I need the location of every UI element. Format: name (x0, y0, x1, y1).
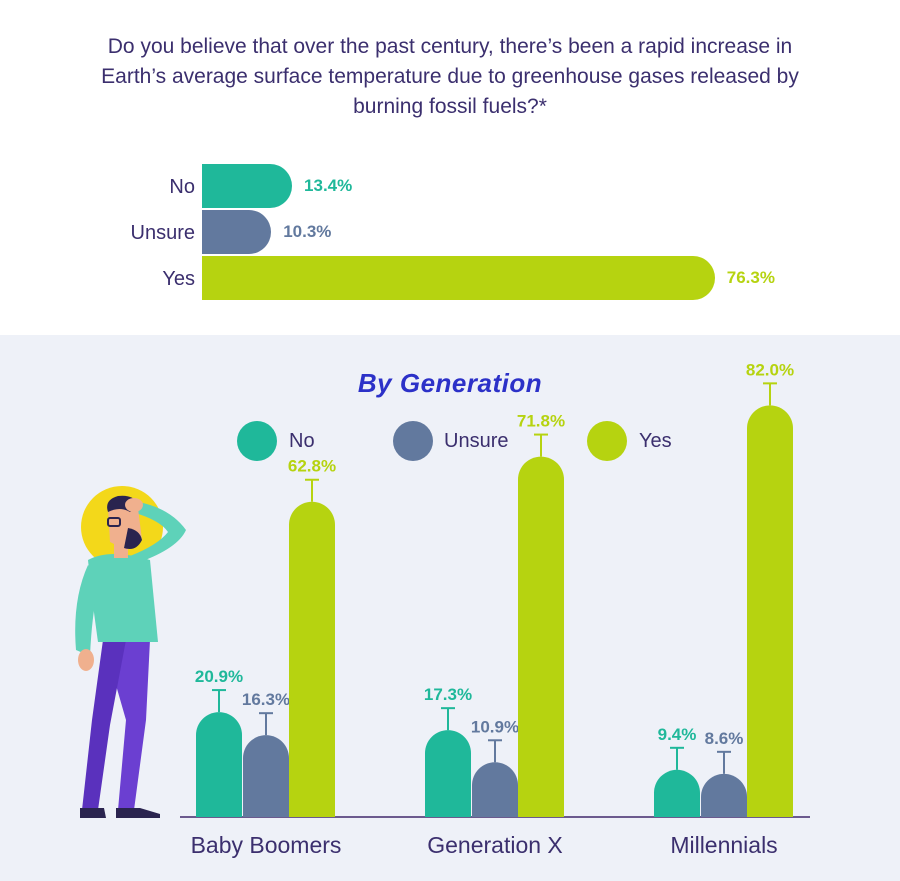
bar-baby-boomers-unsure (243, 735, 289, 817)
survey-question: Do you believe that over the past centur… (101, 35, 799, 118)
data-label: 8.6% (705, 729, 744, 748)
data-label: 16.3% (242, 690, 290, 709)
overall-label-yes: Yes (162, 268, 195, 290)
overall-value-no: 13.4% (304, 176, 353, 195)
category-label: Millennials (670, 832, 777, 858)
legend-label-no: No (289, 430, 315, 452)
overall-value-yes: 76.3% (726, 268, 775, 287)
data-label: 71.8% (517, 412, 565, 431)
overall-value-unsure: 10.3% (283, 222, 332, 241)
data-label: 10.9% (471, 717, 519, 736)
bar-generation-x-unsure (472, 762, 518, 817)
data-label: 82.0% (746, 360, 794, 379)
legend-label-unsure: Unsure (444, 430, 509, 452)
data-label: 62.8% (288, 457, 336, 476)
overall-bar-unsure (202, 210, 272, 254)
bar-baby-boomers-no (196, 712, 242, 817)
overall-label-no: No (169, 176, 195, 198)
data-label: 20.9% (195, 667, 243, 686)
legend-swatch-unsure (393, 421, 433, 461)
overall-label-unsure: Unsure (130, 222, 195, 244)
bar-generation-x-yes (518, 456, 564, 817)
overall-bar-yes (202, 256, 715, 300)
bar-millennials-no (654, 769, 700, 817)
data-label: 17.3% (424, 685, 472, 704)
category-label: Baby Boomers (191, 832, 342, 858)
bar-baby-boomers-yes (289, 501, 335, 817)
bar-millennials-unsure (701, 773, 747, 817)
overall-bar-no (202, 164, 293, 208)
legend-swatch-yes (587, 421, 627, 461)
data-label: 9.4% (658, 725, 697, 744)
legend-label-yes: Yes (639, 430, 672, 452)
person-illustration (75, 486, 186, 818)
legend-swatch-no (237, 421, 277, 461)
section-title: By Generation (357, 368, 543, 398)
bar-generation-x-no (425, 730, 471, 817)
bars-layer: 20.9% 16.3% 62.8% Baby Boomers 17.3% 10.9% 71.… (191, 360, 795, 858)
bar-millennials-yes (747, 405, 793, 817)
category-label: Generation X (427, 832, 563, 858)
